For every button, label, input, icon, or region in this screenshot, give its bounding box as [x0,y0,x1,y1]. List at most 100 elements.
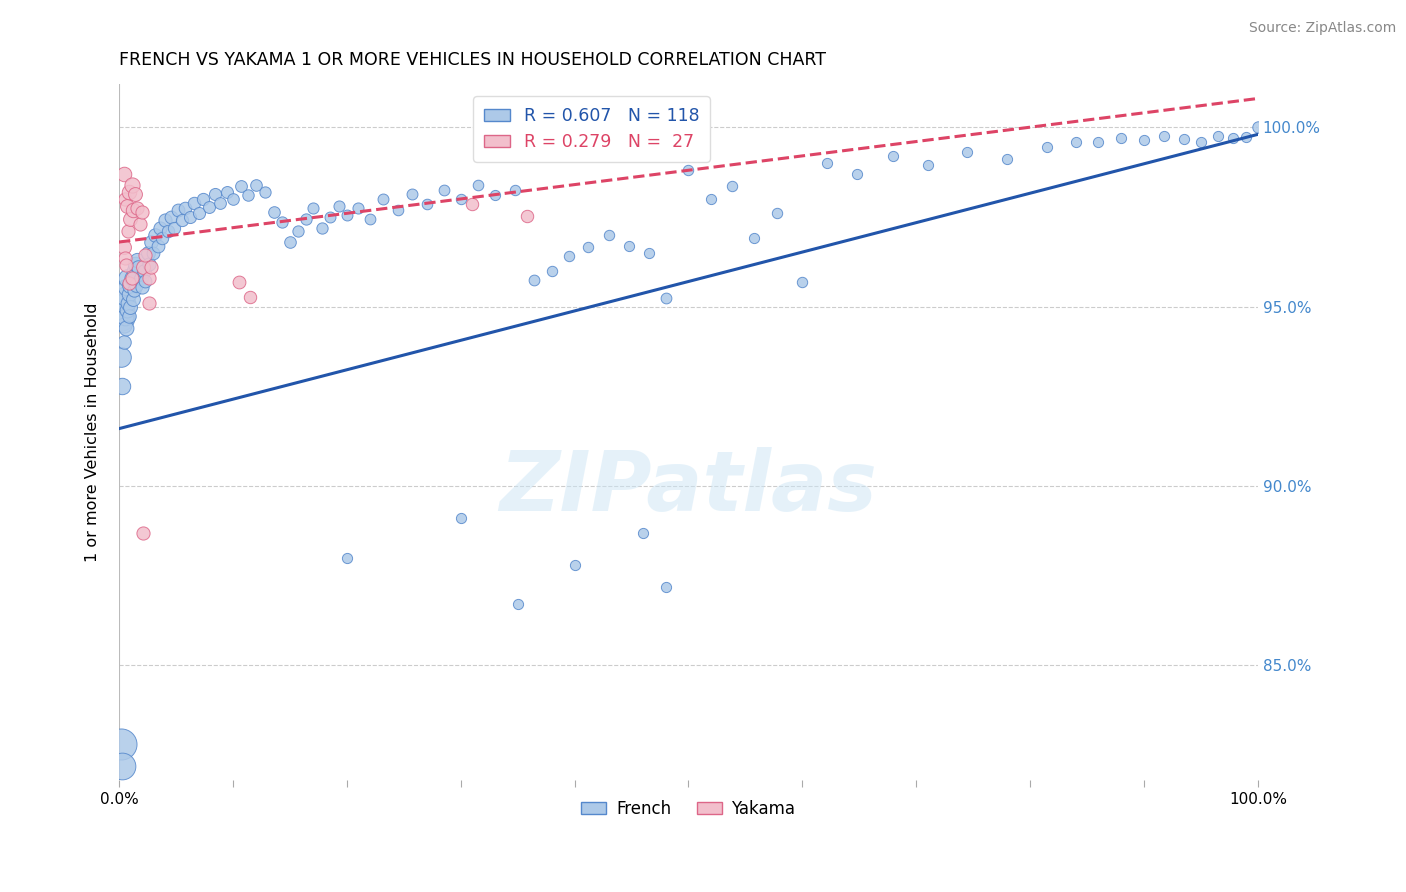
Point [110,350,132,364]
Point [564,558,586,572]
Point [1173,131,1195,145]
Point [484,188,506,202]
Point [129,271,152,285]
Point [121,178,143,192]
Point [815,156,838,170]
Point [110,738,132,752]
Point [121,271,143,285]
Point [146,238,169,252]
Point [112,318,135,332]
Point [1236,130,1258,145]
Point [576,240,599,254]
Point [433,183,456,197]
Point [121,271,143,285]
Point [120,300,142,314]
Text: ZIPatlas: ZIPatlas [499,448,877,528]
Point [138,296,160,310]
Point [278,235,301,249]
Point [373,192,395,206]
Point [174,201,197,215]
Point [120,278,142,293]
Point [287,224,309,238]
Point [118,277,141,291]
Point [136,245,159,260]
Point [198,200,221,214]
Point [114,251,136,265]
Point [328,199,350,213]
Point [115,199,138,213]
Point [995,153,1018,167]
Point [229,179,252,194]
Point [112,240,135,254]
Point [450,192,472,206]
Point [114,192,136,206]
Point [132,525,155,540]
Point [1153,129,1175,144]
Point [163,220,186,235]
Point [132,260,155,274]
Point [1064,135,1087,149]
Point [1036,140,1059,154]
Point [111,378,134,392]
Point [117,296,139,310]
Point [118,185,141,199]
Text: FRENCH VS YAKAMA 1 OR MORE VEHICLES IN HOUSEHOLD CORRELATION CHART: FRENCH VS YAKAMA 1 OR MORE VEHICLES IN H… [120,51,827,69]
Point [114,289,136,303]
Point [121,293,143,307]
Point [187,205,209,219]
Point [846,167,869,181]
Point [245,178,267,192]
Point [134,247,156,261]
Point [744,231,766,245]
Point [387,202,409,217]
Point [120,211,142,226]
Point [110,310,132,325]
Point [134,275,156,289]
Point [127,260,149,274]
Point [167,202,190,217]
Point [117,224,139,238]
Point [127,252,149,267]
Point [122,264,145,278]
Point [149,220,172,235]
Point [467,178,489,192]
Point [138,271,160,285]
Point [253,185,276,199]
Point [1109,131,1132,145]
Point [631,525,654,540]
Point [204,186,226,201]
Point [506,598,529,612]
Point [160,210,183,224]
Point [112,335,135,350]
Point [522,273,544,287]
Point [766,206,789,220]
Point [1189,135,1212,149]
Point [124,256,146,270]
Point [139,235,162,249]
Point [263,204,285,219]
Text: Source: ZipAtlas.com: Source: ZipAtlas.com [1249,21,1396,36]
Point [678,163,700,178]
Point [127,201,149,215]
Point [270,215,292,229]
Point [115,321,138,335]
Point [319,210,342,224]
Point [654,580,676,594]
Point [222,192,245,206]
Point [415,197,437,211]
Point [142,245,165,260]
Point [637,245,659,260]
Point [540,264,562,278]
Point [1222,131,1244,145]
Point [111,296,134,310]
Point [236,188,259,202]
Point [124,186,146,201]
Point [619,239,641,253]
Point [336,550,359,565]
Point [1087,135,1109,149]
Point [558,249,581,263]
Point [359,211,381,226]
Point [401,186,423,201]
Point [179,210,201,224]
Point [217,185,239,199]
